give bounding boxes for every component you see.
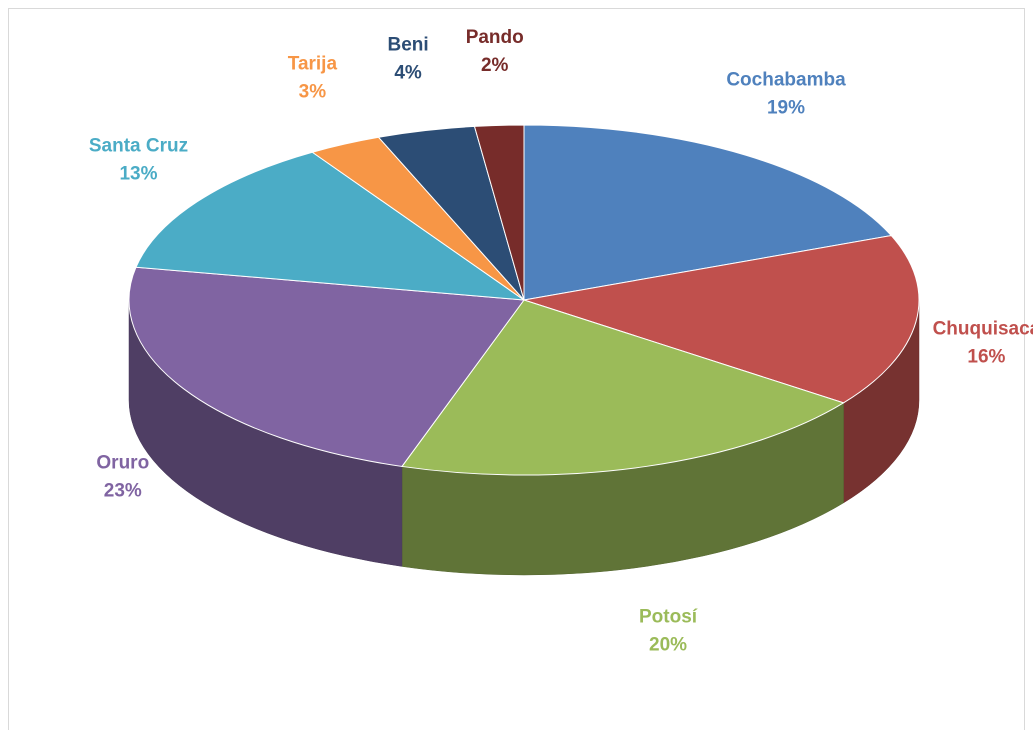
slice-label-value: 4% <box>394 62 422 83</box>
slice-label-name: Tarija <box>288 54 338 75</box>
slice-label-value: 2% <box>481 55 509 76</box>
slice-label-name: Santa Cruz <box>89 135 188 156</box>
slice-label-name: Beni <box>387 34 428 55</box>
slice-label-value: 16% <box>967 347 1005 368</box>
slice-label-value: 3% <box>299 82 327 103</box>
slice-label-value: 23% <box>104 480 142 501</box>
slice-label-name: Pando <box>466 27 524 48</box>
slice-label-name: Chuquisaca <box>933 319 1033 340</box>
slice <box>523 235 920 404</box>
slice-label-name: Potosí <box>639 606 698 627</box>
slice-label-value: 13% <box>119 163 157 184</box>
slice <box>128 266 525 467</box>
slice <box>135 151 526 301</box>
slice <box>401 299 845 476</box>
slice-label-value: 20% <box>649 634 687 655</box>
slice <box>473 124 525 301</box>
slice-label-name: Oruro <box>96 452 149 473</box>
slice-label-value: 19% <box>767 97 805 118</box>
slice <box>523 124 893 301</box>
slice-label-name: Cochabamba <box>726 69 846 90</box>
